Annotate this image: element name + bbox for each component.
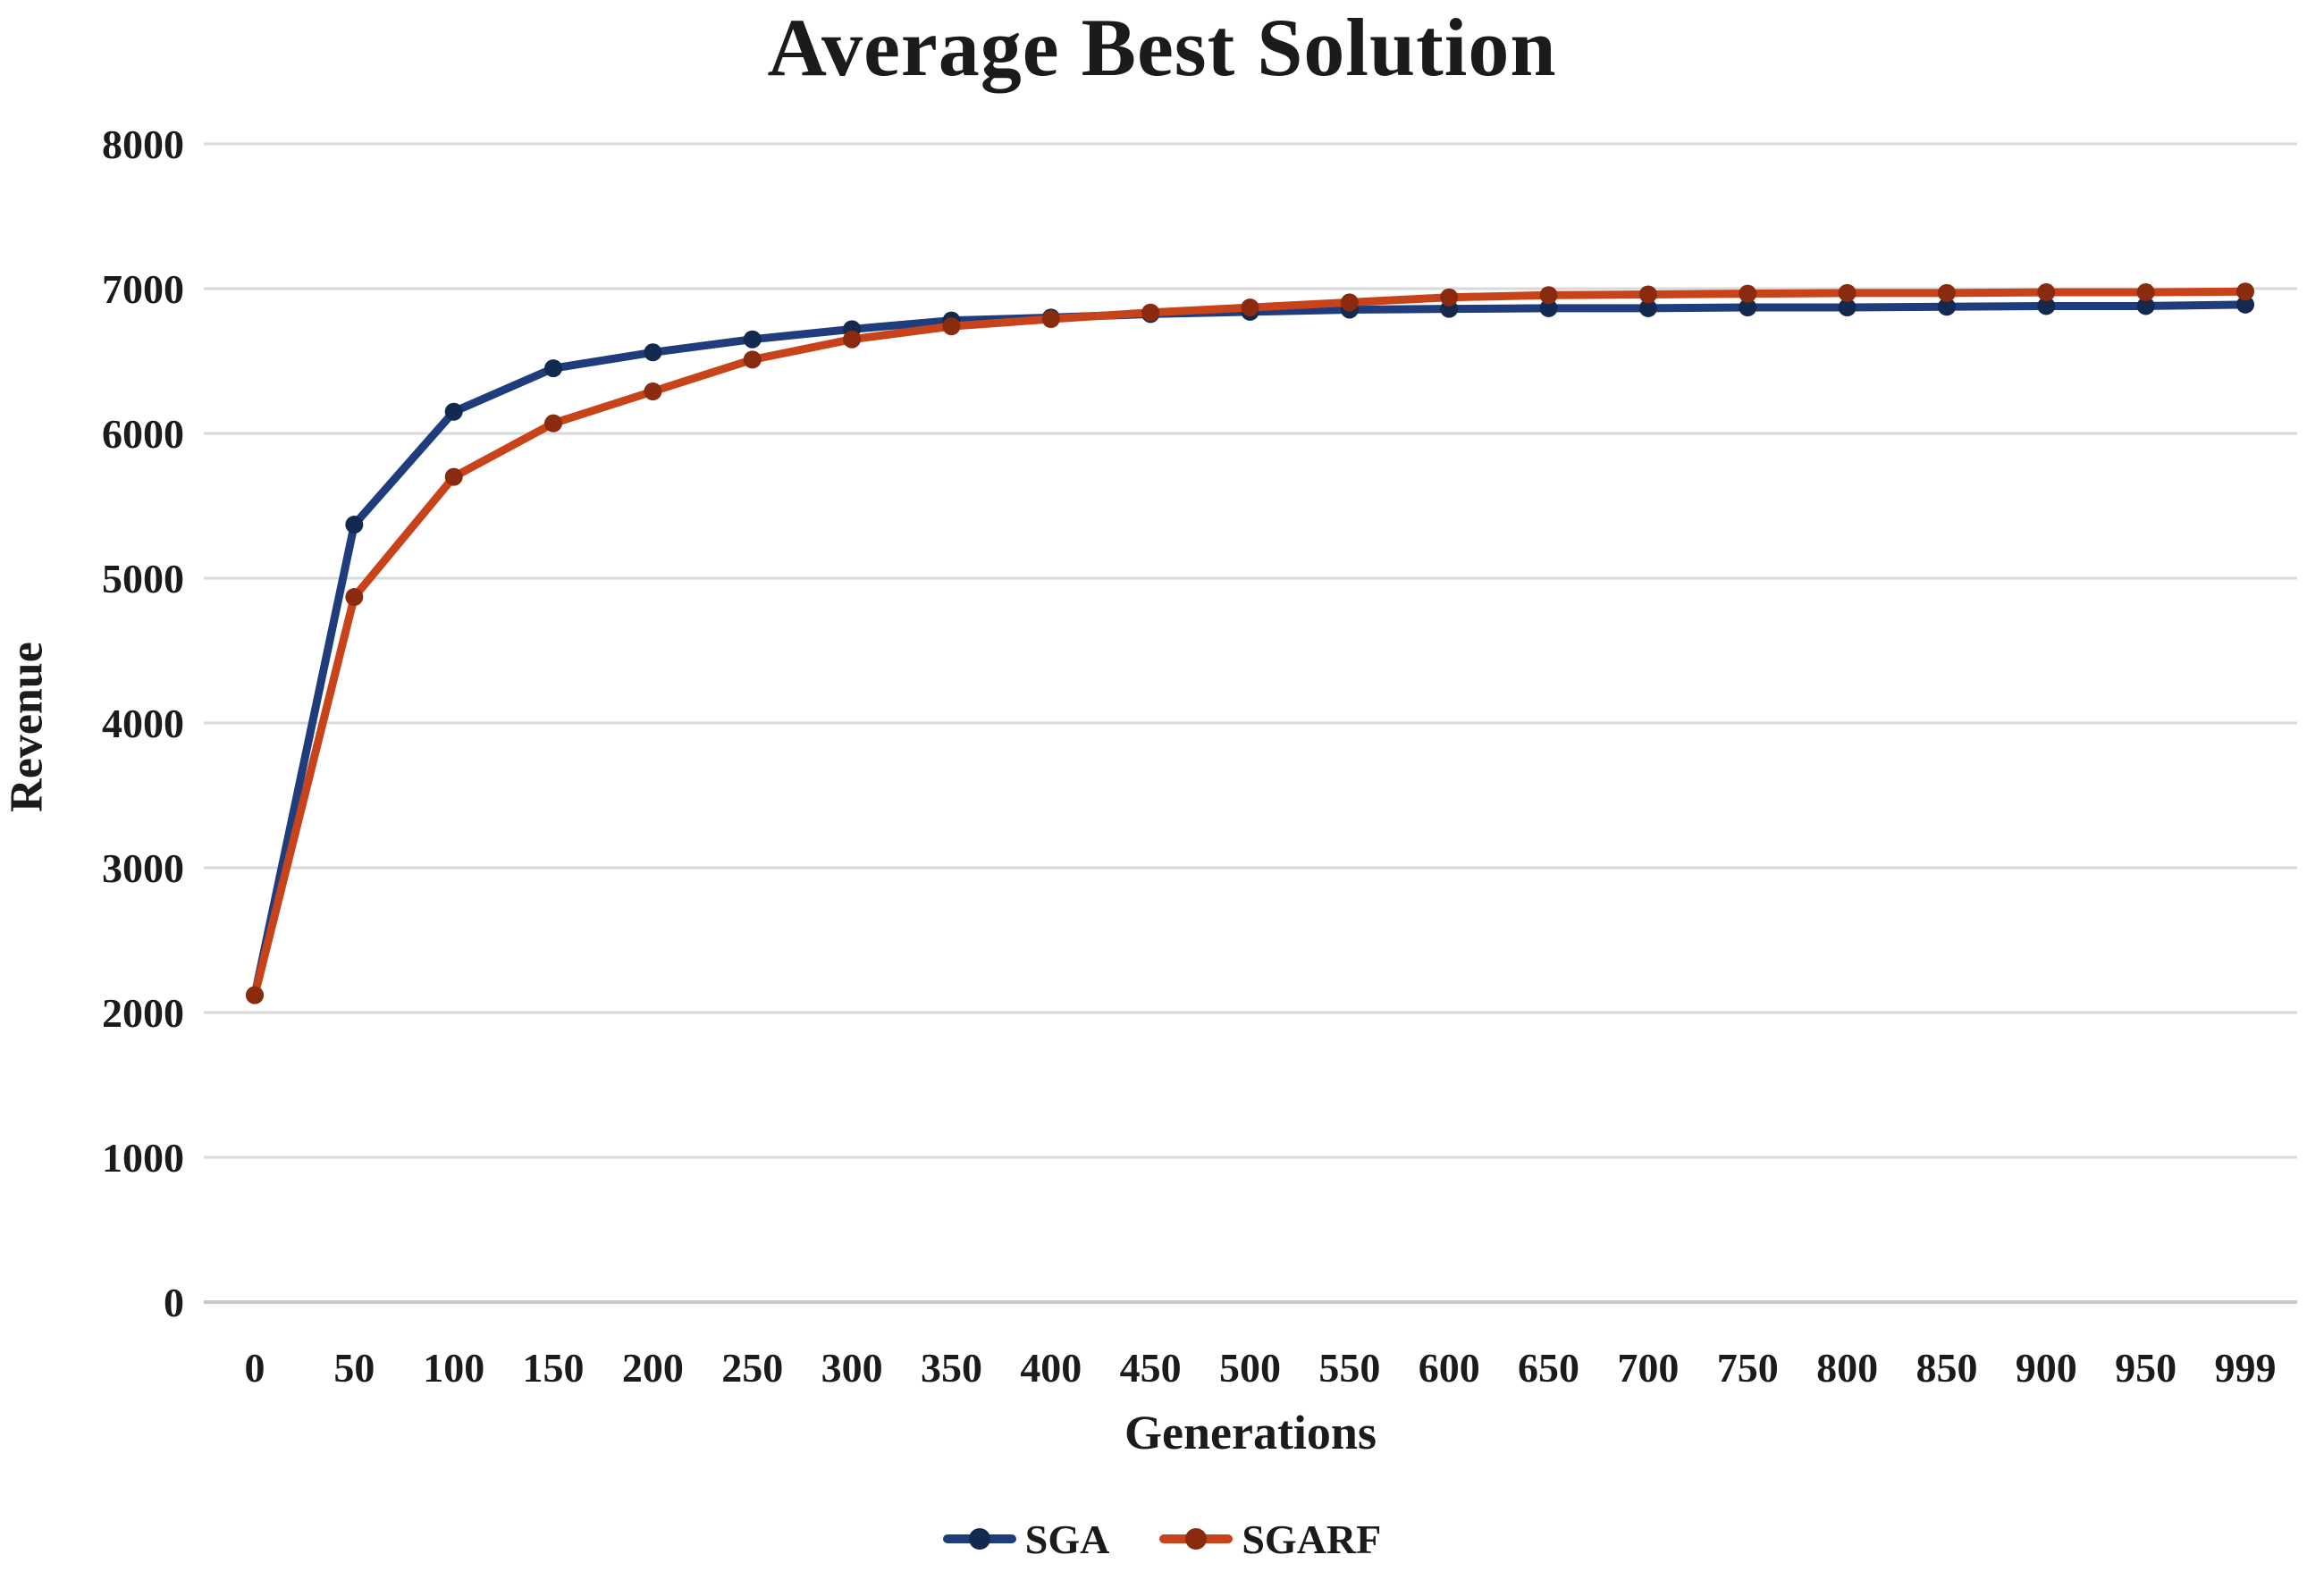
sgarf-point — [246, 986, 264, 1004]
y-tick-label: 3000 — [102, 845, 184, 891]
sgarf-point — [1739, 284, 1757, 303]
x-axis-title: Generations — [1124, 1406, 1377, 1459]
x-tick-label: 0 — [245, 1345, 265, 1391]
sgarf-legend-label: SGARF — [1242, 1516, 1382, 1562]
sga-point — [743, 330, 762, 349]
sgarf-point — [2136, 283, 2155, 302]
sgarf-point — [544, 414, 563, 433]
sgarf-point — [2236, 282, 2254, 301]
sga-point — [1937, 298, 1956, 316]
x-tick-label: 650 — [1518, 1345, 1579, 1391]
sga-point — [444, 402, 463, 421]
sga-legend-marker-icon — [942, 1528, 1016, 1550]
sga-line — [250, 300, 2250, 1000]
sga-point — [2037, 297, 2056, 315]
x-tick-label: 450 — [1120, 1345, 1182, 1391]
sgarf-point — [1241, 298, 1259, 317]
sgarf-point — [1638, 285, 1657, 304]
x-tick-label: 750 — [1717, 1345, 1779, 1391]
x-tick-label: 150 — [523, 1345, 585, 1391]
y-tick-label: 1000 — [102, 1135, 184, 1181]
sga-point — [644, 343, 662, 362]
legend-item-sga: SGA — [942, 1516, 1110, 1563]
y-tick-label: 6000 — [102, 411, 184, 457]
sgarf-point — [1440, 288, 1459, 307]
x-tick-label: 250 — [721, 1345, 783, 1391]
sgarf-point — [1539, 286, 1558, 305]
x-tick-label: 50 — [333, 1345, 375, 1391]
x-tick-label: 550 — [1318, 1345, 1380, 1391]
sgarf-point — [345, 588, 364, 607]
sgarf-point — [942, 317, 961, 336]
x-tick-label: 999 — [2215, 1345, 2277, 1391]
sga-point — [2236, 295, 2254, 314]
y-tick-label: 4000 — [102, 701, 184, 746]
sgarf-legend-dot-icon — [1185, 1528, 1208, 1550]
x-tick-label: 600 — [1419, 1345, 1480, 1391]
sga-point — [345, 516, 364, 534]
x-tick-label: 950 — [2115, 1345, 2177, 1391]
x-tick-label: 850 — [1916, 1345, 1977, 1391]
sga-point — [1539, 298, 1558, 317]
sgarf-point — [1340, 293, 1359, 312]
x-tick-label: 400 — [1020, 1345, 1082, 1391]
sga-point — [2136, 297, 2155, 315]
sgarf-point — [743, 350, 762, 369]
y-tick-label: 8000 — [102, 122, 184, 167]
sgarf-point — [444, 467, 463, 486]
sgarf-point — [843, 330, 862, 349]
sga-legend-dot-icon — [968, 1528, 990, 1550]
sga-point — [544, 359, 563, 378]
sgarf-line — [250, 287, 2250, 1000]
sgarf-point — [1041, 310, 1060, 329]
y-tick-label: 2000 — [102, 990, 184, 1036]
y-tick-label: 5000 — [102, 556, 184, 601]
x-tick-label: 800 — [1816, 1345, 1878, 1391]
y-tick-label: 0 — [164, 1280, 184, 1325]
legend: SGA SGARF — [0, 1503, 2324, 1575]
chart-title: Average Best Solution — [767, 2, 1557, 93]
sgarf-point — [1838, 283, 1857, 302]
sga-point — [1638, 298, 1657, 317]
y-tick-label: 7000 — [102, 266, 184, 312]
sgarf-point — [1937, 283, 1956, 302]
x-tick-label: 350 — [921, 1345, 982, 1391]
sgarf-point — [644, 382, 662, 401]
x-tick-label: 100 — [423, 1345, 484, 1391]
sgarf-legend-marker-icon — [1159, 1528, 1234, 1550]
x-tick-label: 900 — [2016, 1345, 2077, 1391]
sgarf-point — [1141, 303, 1160, 322]
x-tick-label: 200 — [622, 1345, 684, 1391]
sga-legend-label: SGA — [1024, 1516, 1110, 1562]
x-tick-label: 700 — [1617, 1345, 1679, 1391]
legend-item-sgarf: SGARF — [1159, 1516, 1381, 1563]
x-tick-label: 300 — [821, 1345, 883, 1391]
sga-point — [1739, 298, 1757, 317]
sgarf-point — [2037, 283, 2056, 302]
sga-point — [1838, 298, 1857, 317]
x-tick-label: 500 — [1219, 1345, 1281, 1391]
